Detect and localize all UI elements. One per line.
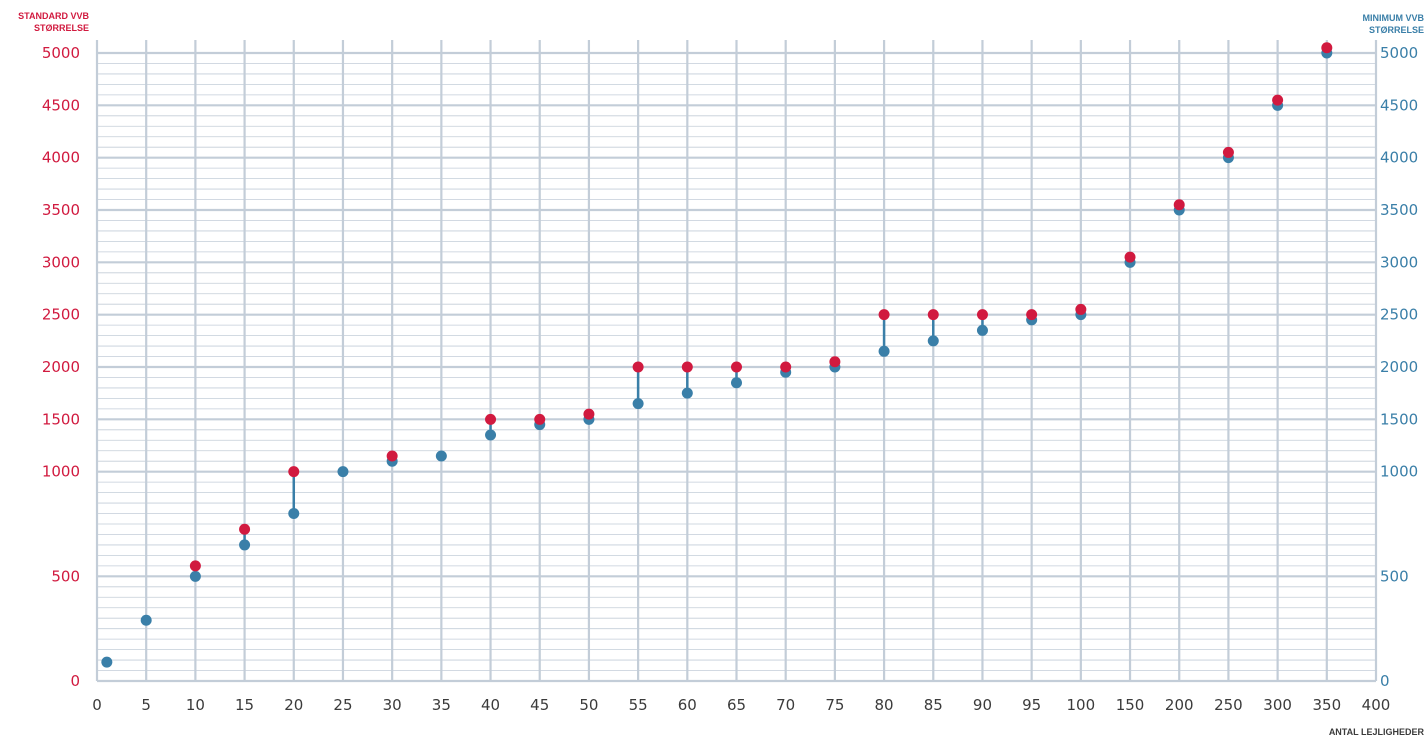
standard-point <box>878 309 890 321</box>
y-tick-label-right: 0 <box>1380 672 1390 690</box>
minimum-point <box>731 377 742 389</box>
standard-point <box>681 361 693 373</box>
y-tick-label-right: 3000 <box>1380 253 1418 271</box>
minimum-point <box>140 614 152 626</box>
y-tick-label-left: 1000 <box>42 463 80 481</box>
x-tick-label: 5 <box>141 696 151 714</box>
minimum-point <box>632 398 644 410</box>
standard-point <box>927 309 939 321</box>
x-axis-title: ANTAL LEJLIGHEDER <box>1329 727 1425 737</box>
left-axis-title-line1: STANDARD VVB <box>18 11 89 21</box>
y-tick-labels-left: 0 500 1000 1500 2000 2500 3000 3500 4000 4500 5000 <box>42 44 80 690</box>
points <box>101 42 1333 668</box>
standard-point <box>829 356 841 368</box>
standard-point <box>1272 94 1284 106</box>
standard-point <box>288 466 300 478</box>
x-tick-label: 55 <box>629 696 648 714</box>
right-axis-title-line2: STØRRELSE <box>1369 25 1424 35</box>
y-tick-label-right: 4500 <box>1380 96 1418 114</box>
minimum-point <box>288 508 300 520</box>
y-tick-label-right: 5000 <box>1380 44 1418 62</box>
y-tick-label-left: 5000 <box>42 44 80 62</box>
y-tick-label-right: 1000 <box>1380 463 1418 481</box>
y-tick-label-left: 3000 <box>42 253 80 271</box>
x-tick-label: 350 <box>1312 696 1341 714</box>
y-tick-label-right: 4000 <box>1380 149 1418 167</box>
x-tick-label: 25 <box>333 696 352 714</box>
y-tick-label-left: 4500 <box>42 96 80 114</box>
standard-point <box>632 361 644 373</box>
standard-point <box>386 450 398 462</box>
minimum-point <box>239 539 251 551</box>
minimum-point <box>435 450 447 462</box>
x-tick-label: 65 <box>727 696 746 714</box>
y-tick-label-right: 3500 <box>1380 201 1418 219</box>
standard-point <box>1124 251 1136 263</box>
standard-point <box>239 523 251 535</box>
x-tick-label: 300 <box>1263 696 1292 714</box>
y-tick-label-left: 4000 <box>42 149 80 167</box>
standard-point <box>976 309 988 321</box>
minimum-point <box>101 656 113 668</box>
y-tick-label-right: 1500 <box>1380 410 1418 428</box>
right-axis-title-line1: MINIMUM VVB <box>1363 13 1425 23</box>
x-tick-label: 150 <box>1116 696 1145 714</box>
minimum-point <box>337 466 349 478</box>
y-tick-label-left: 500 <box>51 567 80 585</box>
x-tick-label: 90 <box>973 696 992 714</box>
standard-point <box>1075 303 1087 315</box>
x-tick-label: 45 <box>530 696 549 714</box>
x-tick-label: 85 <box>924 696 943 714</box>
standard-point <box>534 413 546 425</box>
x-tick-label: 50 <box>579 696 598 714</box>
x-tick-label: 35 <box>432 696 451 714</box>
standard-point <box>189 560 201 572</box>
minimum-point <box>927 335 939 347</box>
minimum-point <box>976 324 988 336</box>
x-tick-label: 95 <box>1022 696 1041 714</box>
y-tick-label-left: 2500 <box>42 306 80 324</box>
x-tick-label: 15 <box>235 696 254 714</box>
y-tick-label-right: 2500 <box>1380 306 1418 324</box>
standard-point <box>583 408 595 420</box>
standard-point <box>1321 42 1333 54</box>
left-axis-title-line2: STØRRELSE <box>34 23 89 33</box>
x-tick-label: 10 <box>186 696 205 714</box>
x-tick-label: 60 <box>678 696 697 714</box>
standard-point <box>1173 199 1185 211</box>
minimum-point <box>485 429 497 441</box>
grid <box>95 40 1378 683</box>
connectors <box>194 47 1329 577</box>
y-tick-label-left: 3500 <box>42 201 80 219</box>
x-tick-label: 20 <box>284 696 303 714</box>
y-tick-label-left: 1500 <box>42 410 80 428</box>
x-tick-label: 100 <box>1067 696 1096 714</box>
x-tick-label: 75 <box>825 696 844 714</box>
minimum-point <box>878 345 890 357</box>
minimum-point <box>189 570 201 582</box>
y-tick-label-left: 2000 <box>42 358 80 376</box>
standard-point <box>485 413 497 425</box>
standard-point <box>1026 309 1038 321</box>
y-tick-labels-right: 0 500 1000 1500 2000 2500 3000 3500 4000 4500 5000 <box>1380 44 1418 690</box>
x-tick-label: 30 <box>383 696 402 714</box>
x-tick-label: 250 <box>1214 696 1243 714</box>
x-tick-label: 400 <box>1362 696 1391 714</box>
y-tick-label-right: 2000 <box>1380 358 1418 376</box>
x-tick-label: 0 <box>92 696 102 714</box>
x-tick-label: 70 <box>776 696 795 714</box>
x-tick-label: 200 <box>1165 696 1194 714</box>
y-tick-label-right: 500 <box>1380 567 1409 585</box>
minimum-point <box>681 387 693 399</box>
x-tick-labels: 0 5 10 15 20 25 30 35 40 45 50 55 60 65 70 75 80 85 90 95 10… <box>92 696 1390 714</box>
x-tick-label: 80 <box>875 696 894 714</box>
standard-point <box>731 361 742 373</box>
y-tick-label-left: 0 <box>70 672 80 690</box>
standard-point <box>1222 146 1234 158</box>
standard-point <box>780 361 792 373</box>
x-tick-label: 40 <box>481 696 500 714</box>
